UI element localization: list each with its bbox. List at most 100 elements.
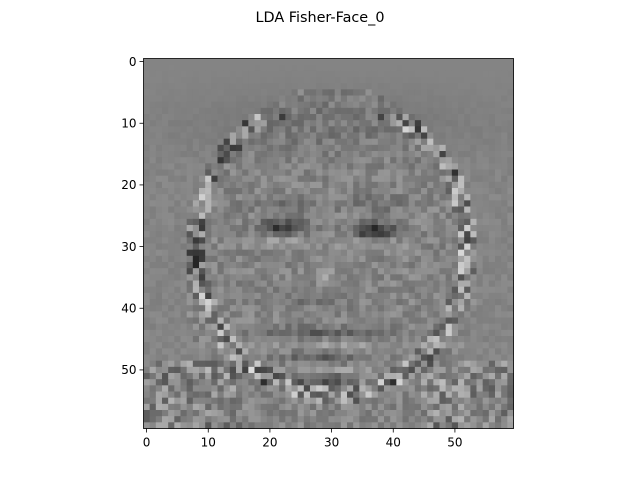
heatmap-cell [223, 200, 231, 207]
heatmap-cell [427, 169, 434, 177]
heatmap-cell [340, 391, 348, 399]
heatmap-cell [408, 348, 416, 355]
heatmap-cell [236, 120, 243, 127]
heatmap-cell [217, 422, 225, 429]
heatmap-cell [328, 163, 336, 170]
heatmap-cell [340, 237, 348, 244]
heatmap-cell [371, 58, 379, 66]
y-tick-label: 40 [121, 302, 136, 316]
heatmap-cell [464, 311, 471, 318]
heatmap-cell [501, 243, 508, 251]
heatmap-cell [464, 138, 471, 146]
heatmap-cell [451, 181, 459, 189]
heatmap-cell [260, 58, 268, 66]
heatmap-cell [396, 348, 403, 355]
heatmap-cell [470, 83, 477, 90]
heatmap-cell [433, 163, 440, 170]
heatmap-cell [377, 188, 385, 195]
heatmap-cell [273, 151, 280, 158]
heatmap-cell [451, 268, 459, 275]
heatmap-cell [168, 144, 175, 152]
heatmap-cell [488, 249, 496, 257]
heatmap-cell [260, 218, 268, 226]
heatmap-cell [371, 385, 379, 392]
heatmap-cell [199, 175, 206, 183]
heatmap-cell [192, 299, 200, 306]
heatmap-cell [223, 151, 231, 158]
heatmap-cell [384, 305, 391, 312]
heatmap-cell [488, 89, 496, 96]
heatmap-cell [476, 255, 484, 263]
heatmap-cell [162, 311, 169, 318]
heatmap-cell [155, 366, 163, 374]
heatmap-cell [482, 262, 490, 269]
heatmap-cell [310, 255, 317, 263]
heatmap-cell [421, 262, 428, 269]
heatmap-cell [217, 286, 225, 294]
heatmap-cell [279, 163, 286, 170]
heatmap-cell [303, 391, 311, 399]
heatmap-cell [242, 243, 249, 251]
heatmap-cell [143, 385, 151, 392]
heatmap-cell [347, 77, 354, 84]
heatmap-cell [192, 95, 200, 103]
heatmap-cell [266, 175, 274, 183]
heatmap-cell [433, 317, 440, 325]
heatmap-cell [316, 385, 323, 392]
heatmap-cell [316, 144, 323, 152]
heatmap-cell [433, 280, 440, 288]
heatmap-cell [266, 385, 274, 392]
heatmap-cell [445, 391, 453, 399]
heatmap-cell [427, 422, 434, 429]
heatmap-cell [322, 89, 329, 96]
heatmap-cell [168, 89, 175, 96]
heatmap-cell [408, 354, 416, 362]
heatmap-cell [242, 107, 249, 115]
heatmap-cell [328, 268, 336, 275]
heatmap-cell [328, 366, 336, 374]
heatmap-cell [162, 249, 169, 257]
heatmap-cell [266, 225, 274, 232]
heatmap-cell [180, 64, 188, 72]
heatmap-cell [192, 120, 200, 127]
heatmap-cell [211, 366, 218, 374]
heatmap-cell [501, 262, 508, 269]
heatmap-cell [365, 342, 373, 349]
heatmap-cell [402, 422, 410, 429]
heatmap-cell [310, 77, 317, 84]
heatmap-cell [507, 132, 514, 140]
heatmap-cell [427, 416, 434, 423]
heatmap-cell [365, 280, 373, 288]
heatmap-cell [143, 107, 151, 115]
heatmap-cell [482, 58, 490, 66]
heatmap-cell [229, 120, 237, 127]
heatmap-cell [334, 317, 342, 325]
heatmap-cell [285, 286, 292, 294]
heatmap-cell [402, 225, 410, 232]
heatmap-cell [371, 317, 379, 325]
heatmap-cell [347, 83, 354, 90]
heatmap-cell [482, 126, 490, 133]
heatmap-cell [445, 292, 453, 300]
heatmap-cell [242, 360, 249, 368]
heatmap-cell [421, 89, 428, 96]
heatmap-cell [186, 243, 194, 251]
heatmap-cell [217, 206, 225, 214]
heatmap-cell [291, 89, 299, 96]
heatmap-cell [291, 169, 299, 177]
heatmap-cell [316, 58, 323, 66]
heatmap-cell [143, 274, 151, 281]
heatmap-cell [495, 292, 502, 300]
heatmap-cell [408, 274, 416, 281]
heatmap-cell [162, 385, 169, 392]
heatmap-cell [365, 262, 373, 269]
heatmap-cell [396, 385, 403, 392]
heatmap-cell [205, 249, 212, 257]
heatmap-cell [402, 397, 410, 405]
heatmap-cell [291, 323, 299, 331]
heatmap-cell [248, 95, 255, 103]
heatmap-cell [149, 83, 157, 90]
heatmap-cell [285, 317, 292, 325]
heatmap-cell [211, 311, 218, 318]
heatmap-cell [192, 188, 200, 195]
